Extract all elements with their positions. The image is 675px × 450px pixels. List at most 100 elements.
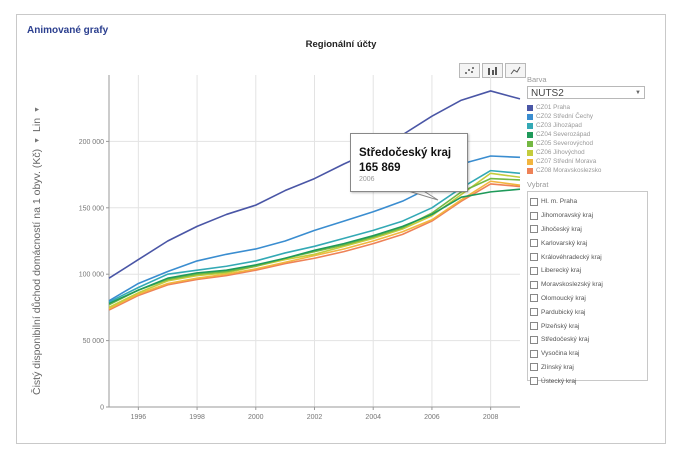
legend-item: CZ07 Střední Morava <box>527 157 662 166</box>
line-chart-icon[interactable] <box>505 63 526 78</box>
series-line <box>108 177 521 306</box>
region-list-item[interactable]: Liberecký kraj <box>528 264 647 278</box>
region-label: Pardubický kraj <box>541 308 586 316</box>
legend-label: CZ06 Jihovýchod <box>536 149 585 156</box>
legend-item: CZ04 Severozápad <box>527 130 662 139</box>
region-label: Královéhradecký kraj <box>541 253 602 261</box>
tooltip-title: Středočeský kraj <box>359 147 452 159</box>
tooltip-year: 2006 <box>359 176 375 183</box>
region-label: Vysočina kraj <box>541 350 580 358</box>
checkbox[interactable] <box>530 322 538 331</box>
checkbox[interactable] <box>530 308 538 317</box>
checkbox[interactable] <box>530 211 538 220</box>
region-list-item[interactable]: Hl. m. Praha <box>528 195 647 209</box>
legend-swatch <box>527 113 533 120</box>
region-list-item[interactable]: Moravskoslezský kraj <box>528 278 647 292</box>
legend-swatch <box>527 140 533 147</box>
x-tick-label: 1998 <box>189 414 205 421</box>
checkbox[interactable] <box>530 335 538 344</box>
checkbox[interactable] <box>530 266 538 275</box>
legend-item: CZ08 Moravskoslezsko <box>527 166 662 175</box>
region-list-item[interactable]: Plzeňský kraj <box>528 319 647 333</box>
legend-swatch <box>527 158 533 165</box>
series-line <box>108 90 521 279</box>
region-list: Hl. m. Praha Jihomoravský kraj Jihočeský k… <box>527 191 648 386</box>
legend-label: CZ01 Praha <box>536 104 570 111</box>
legend: CZ01 Praha CZ02 Střední Čechy CZ03 Jihozáp… <box>527 103 662 175</box>
region-label: Olomoucký kraj <box>541 294 586 302</box>
checkbox[interactable] <box>530 197 538 206</box>
region-list-item[interactable]: Karlovarský kraj <box>528 236 647 250</box>
region-label: Zlínský kraj <box>541 363 574 371</box>
chevron-down-icon: ▼ <box>635 90 641 96</box>
region-label: Moravskoslezský kraj <box>541 281 603 289</box>
region-label: Ústecký kraj <box>541 377 577 385</box>
series-line <box>108 172 521 309</box>
checkbox[interactable] <box>530 253 538 262</box>
legend-label: CZ02 Střední Čechy <box>536 113 594 120</box>
checkbox[interactable] <box>530 280 538 289</box>
series-line <box>108 188 521 305</box>
x-tick-label: 2004 <box>365 414 381 421</box>
x-tick-label: 2002 <box>307 414 323 421</box>
region-list-item[interactable]: Olomoucký kraj <box>528 292 647 306</box>
region-list-item[interactable]: Jihočeský kraj <box>528 223 647 237</box>
region-label: Jihočeský kraj <box>541 225 582 233</box>
region-list-item[interactable]: Ústecký kraj <box>528 374 647 388</box>
legend-item: CZ03 Jihozápad <box>527 121 662 130</box>
y-tick-label: 150 000 <box>79 205 104 212</box>
x-tick-label: 2008 <box>483 414 499 421</box>
series-line <box>108 183 521 311</box>
chart-frame: Animované grafy Regionální účty Čistý di… <box>16 14 666 444</box>
series-line <box>108 180 521 310</box>
color-select-value: NUTS2 <box>531 88 564 99</box>
region-list-item[interactable]: Zlínský kraj <box>528 361 647 375</box>
region-list-item[interactable]: Královéhradecký kraj <box>528 250 647 264</box>
region-list-item[interactable]: Vysočina kraj <box>528 347 647 361</box>
checkbox[interactable] <box>530 377 538 386</box>
legend-swatch <box>527 131 533 138</box>
side-panel: Barva NUTS2 ▼ CZ01 Praha CZ02 Střední Čec… <box>527 75 662 386</box>
app-title: Animované grafy <box>27 25 109 36</box>
tooltip-value: 165 869 <box>359 162 401 174</box>
legend-swatch <box>527 167 533 174</box>
bar-chart-icon[interactable] <box>482 63 503 78</box>
region-label: Liberecký kraj <box>541 267 582 275</box>
legend-item: CZ05 Severovýchod <box>527 139 662 148</box>
color-caption: Barva <box>527 75 547 84</box>
region-label: Jihomoravský kraj <box>541 212 594 220</box>
select-caption: Vybrat <box>527 180 549 189</box>
region-list-item[interactable]: Středočeský kraj <box>528 333 647 347</box>
legend-label: CZ08 Moravskoslezsko <box>536 167 602 174</box>
legend-label: CZ04 Severozápad <box>536 131 591 138</box>
region-label: Plzeňský kraj <box>541 322 580 330</box>
y-tick-label: 200 000 <box>79 139 104 146</box>
y-tick-label: 50 000 <box>83 338 105 345</box>
legend-swatch <box>527 104 533 111</box>
legend-swatch <box>527 122 533 129</box>
region-label: Karlovarský kraj <box>541 239 588 247</box>
y-tick-label: 100 000 <box>79 272 104 279</box>
chart-type-toolbar <box>457 63 526 78</box>
region-label: Středočeský kraj <box>541 336 590 344</box>
legend-item: CZ02 Střední Čechy <box>527 112 662 121</box>
checkbox[interactable] <box>530 294 538 303</box>
legend-swatch <box>527 149 533 156</box>
scatter-chart-icon[interactable] <box>459 63 480 78</box>
checkbox[interactable] <box>530 363 538 372</box>
color-select[interactable]: NUTS2 ▼ <box>527 86 645 99</box>
legend-label: CZ07 Střední Morava <box>536 158 597 165</box>
region-list-item[interactable]: Pardubický kraj <box>528 305 647 319</box>
chart-title: Regionální účty <box>305 39 377 50</box>
checkbox[interactable] <box>530 225 538 234</box>
checkbox[interactable] <box>530 239 538 248</box>
region-label: Hl. m. Praha <box>541 198 578 206</box>
line-chart: 0 50 000 100 000 150 000 200 000 1996 1998 2000… <box>79 75 521 421</box>
region-list-item[interactable]: Jihomoravský kraj <box>528 209 647 223</box>
checkbox[interactable] <box>530 349 538 358</box>
x-tick-label: 1996 <box>131 414 147 421</box>
legend-label: CZ05 Severovýchod <box>536 140 594 147</box>
x-tick-label: 2006 <box>424 414 440 421</box>
x-tick-label: 2000 <box>248 414 264 421</box>
legend-item: CZ06 Jihovýchod <box>527 148 662 157</box>
